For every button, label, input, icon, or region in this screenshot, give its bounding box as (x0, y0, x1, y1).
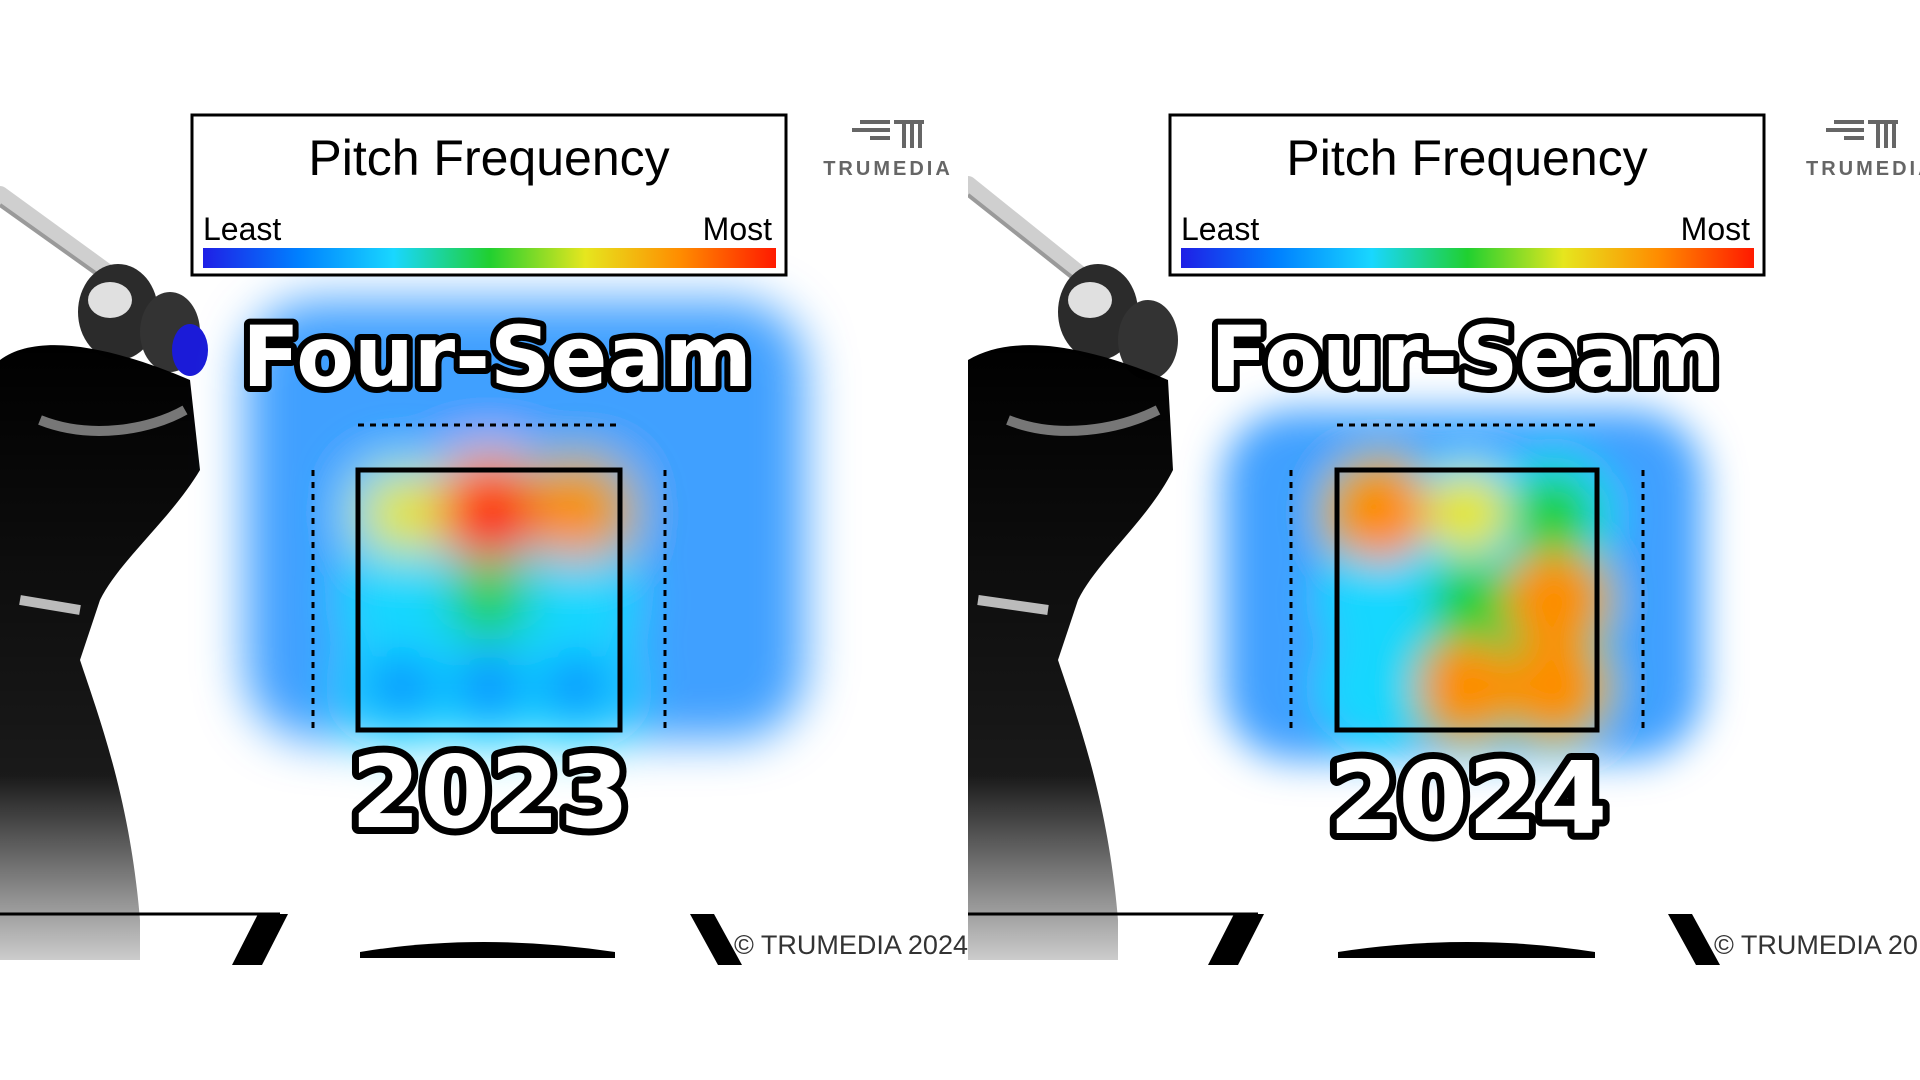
density-cell-core (1506, 639, 1601, 734)
density-cell-core (1429, 562, 1505, 638)
pitch-type-label: Four-Seam (242, 308, 751, 406)
density-cell-core (1332, 465, 1429, 562)
home-plate-area (0, 912, 742, 965)
heatmap-panel-2023: Pitch Frequency Least Most TRUMEDIA Four… (0, 113, 968, 965)
density-cell-core (1425, 472, 1509, 555)
density-cell-core (1420, 639, 1514, 734)
density-cell-core (365, 564, 438, 636)
legend-least-label: Least (1181, 211, 1259, 247)
trumedia-logo: TRUMEDIA (1806, 120, 1920, 180)
density-cell-core (1505, 552, 1602, 648)
copyright-text: © TRUMEDIA 20 (1714, 930, 1918, 960)
frequency-legend: Pitch Frequency Least Most (1168, 113, 1766, 277)
density-cell-core (370, 655, 433, 718)
legend-most-label: Most (703, 211, 772, 247)
density-cell-core (529, 466, 624, 561)
copyright-text: © TRUMEDIA 2024 (734, 930, 968, 960)
trumedia-logo: TRUMEDIA (823, 120, 953, 180)
brand-name: TRUMEDIA (1806, 158, 1920, 180)
batter-silhouette (968, 176, 1178, 960)
strike-zone-box (355, 467, 623, 733)
density-cell-core (1344, 650, 1417, 723)
density-cell-core (545, 655, 608, 718)
year-label: 2024 (1329, 740, 1607, 857)
frequency-legend: Pitch Frequency Least Most (190, 113, 788, 277)
strike-zone-2024 (1289, 423, 1645, 733)
density-cell-core (440, 464, 538, 563)
legend-title: Pitch Frequency (1286, 130, 1647, 186)
color-scale-bar (1181, 248, 1754, 268)
density-cell-core (1343, 563, 1418, 637)
legend-least-label: Least (203, 211, 281, 247)
legend-title: Pitch Frequency (308, 130, 669, 186)
batter-silhouette (0, 186, 208, 960)
density-cell-core (1513, 473, 1594, 554)
heatmap-svg-2024: Pitch Frequency Least Most TRUMEDIA Four… (968, 113, 1920, 965)
year-label: 2023 (351, 734, 629, 851)
pitch-type-label: Four-Seam (1210, 308, 1719, 406)
density-cell-core (360, 472, 443, 555)
color-scale-bar (203, 248, 776, 268)
strike-zone-2023 (311, 423, 667, 733)
strike-zone-box (1334, 467, 1600, 733)
home-plate-area (968, 912, 1720, 965)
brand-name: TRUMEDIA (823, 158, 953, 180)
density-cell-core (456, 654, 522, 720)
heatmap-svg-2023: Pitch Frequency Least Most TRUMEDIA Four… (0, 113, 968, 965)
legend-most-label: Most (1681, 211, 1750, 247)
density-cell-core (448, 559, 530, 641)
heatmap-panel-2024: Pitch Frequency Least Most TRUMEDIA Four… (968, 0, 1920, 1080)
heatmap-density-2024 (1223, 410, 1703, 760)
density-cell-core (539, 563, 614, 637)
heatmap-density-2023 (245, 300, 805, 749)
